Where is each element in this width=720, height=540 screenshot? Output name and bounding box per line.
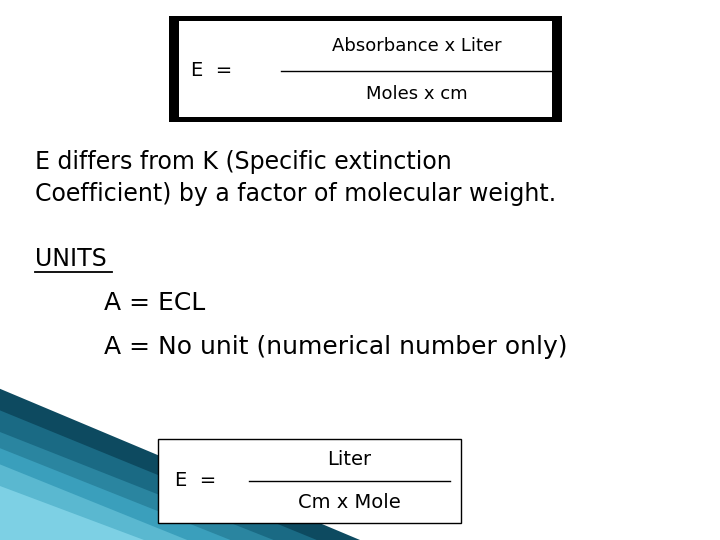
Text: UNITS: UNITS bbox=[35, 247, 107, 271]
Text: E  =: E = bbox=[191, 62, 232, 80]
Polygon shape bbox=[0, 464, 187, 540]
FancyBboxPatch shape bbox=[179, 21, 552, 117]
Text: A = ECL: A = ECL bbox=[104, 292, 206, 315]
Text: Moles x cm: Moles x cm bbox=[366, 85, 467, 103]
Polygon shape bbox=[0, 486, 144, 540]
Polygon shape bbox=[0, 389, 360, 540]
FancyBboxPatch shape bbox=[158, 439, 461, 523]
Text: E differs from K (Specific extinction: E differs from K (Specific extinction bbox=[35, 150, 451, 174]
Text: Cm x Mole: Cm x Mole bbox=[298, 493, 401, 512]
Text: E  =: E = bbox=[175, 471, 216, 490]
Polygon shape bbox=[0, 432, 274, 540]
Text: A = No unit (numerical number only): A = No unit (numerical number only) bbox=[104, 335, 568, 359]
Text: Coefficient) by a factor of molecular weight.: Coefficient) by a factor of molecular we… bbox=[35, 183, 556, 206]
Polygon shape bbox=[0, 448, 230, 540]
Text: Liter: Liter bbox=[328, 450, 372, 469]
Text: Absorbance x Liter: Absorbance x Liter bbox=[332, 37, 501, 55]
FancyBboxPatch shape bbox=[169, 16, 562, 122]
Polygon shape bbox=[0, 410, 317, 540]
